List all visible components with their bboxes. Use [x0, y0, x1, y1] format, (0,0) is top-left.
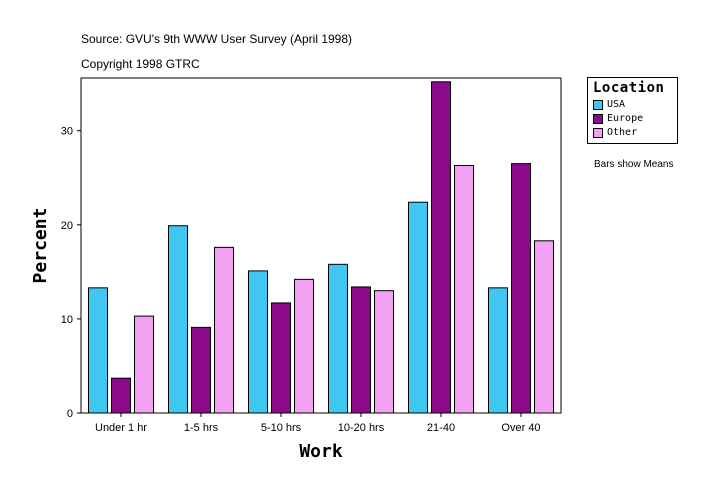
bar [488, 287, 508, 414]
bar [168, 225, 188, 414]
bar [431, 81, 451, 414]
plot-frame [80, 77, 562, 414]
bar [134, 315, 154, 414]
bar [111, 377, 131, 414]
y-tick-label: 0 [67, 408, 73, 420]
legend-label-europe: Europe [607, 113, 644, 124]
bar [534, 240, 554, 414]
legend-label-usa: USA [607, 99, 626, 110]
y-axis-title: Percent [30, 208, 51, 284]
bars-show-means-note: Bars show Means [594, 159, 674, 170]
bar [351, 286, 371, 414]
x-tick-label: 21-40 [427, 422, 455, 434]
legend-swatch-europe [593, 114, 603, 124]
y-tick-label: 10 [61, 314, 73, 326]
legend-label-other: Other [607, 127, 638, 138]
y-tick-label: 20 [61, 220, 73, 232]
bar [454, 165, 474, 414]
legend: Location USA Europe Other [587, 77, 678, 144]
x-tick-label: Under 1 hr [95, 422, 147, 434]
y-tick-label: 30 [61, 126, 73, 138]
bar [408, 201, 428, 414]
bar [374, 290, 394, 414]
x-tick-label: Over 40 [501, 422, 540, 434]
x-axis-title: Work [299, 441, 343, 462]
bar [248, 270, 268, 414]
copyright-note: Copyright 1998 GTRC [81, 57, 200, 71]
legend-swatch-other [593, 128, 603, 138]
legend-swatch-usa [593, 100, 603, 110]
bar [88, 287, 108, 414]
legend-title: Location [593, 80, 665, 96]
bar [511, 163, 531, 414]
x-tick-label: 10-20 hrs [338, 422, 385, 434]
bar [191, 326, 211, 414]
source-note: Source: GVU's 9th WWW User Survey (April… [81, 32, 353, 46]
bar [271, 302, 291, 414]
bar [294, 278, 314, 414]
bar [328, 263, 348, 414]
x-tick-label: 5-10 hrs [261, 422, 302, 434]
x-tick-label: 1-5 hrs [184, 422, 219, 434]
bar [214, 246, 234, 414]
